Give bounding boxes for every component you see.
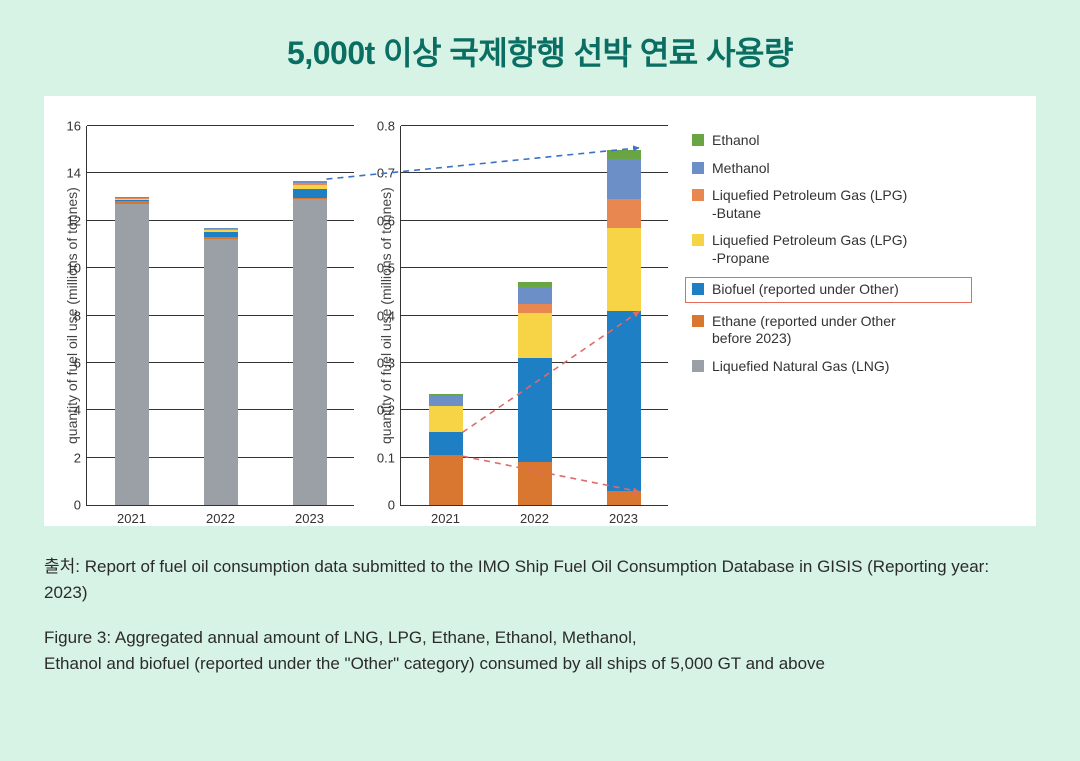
bar-segment-lng <box>204 239 238 505</box>
xtick-label: 2021 <box>117 511 146 526</box>
bar-column: 2023 <box>293 181 327 505</box>
bar-segment-lng <box>115 204 149 505</box>
ytick-label: 4 <box>74 403 87 418</box>
xtick-label: 2022 <box>520 511 549 526</box>
legend-item: Methanol <box>692 160 992 178</box>
legend-label: Liquefied Petroleum Gas (LPG)-Propane <box>712 232 907 267</box>
legend-swatch <box>692 360 704 372</box>
bar-segment-ethanol <box>607 150 641 159</box>
legend-item: Liquefied Natural Gas (LNG) <box>692 358 992 376</box>
chart-left: quantity of fuel oil use (millions of to… <box>64 126 354 506</box>
ytick-label: 6 <box>74 355 87 370</box>
ytick-label: 0.5 <box>377 261 401 276</box>
xtick-label: 2021 <box>431 511 460 526</box>
bar-segment-ethane <box>429 455 463 505</box>
ytick-label: 16 <box>67 119 87 134</box>
footer-text: 출처: Report of fuel oil consumption data … <box>44 554 1036 677</box>
legend-item: Ethane (reported under Otherbefore 2023) <box>692 313 992 348</box>
bar-segment-methanol <box>429 396 463 405</box>
bar-segment-lpg_pro <box>429 406 463 432</box>
bar-segment-lpg_but <box>607 199 641 227</box>
xtick-label: 2022 <box>206 511 235 526</box>
bars-container: 2021 2022 2023 <box>87 126 354 505</box>
figure-label: Figure 3: <box>44 628 111 647</box>
xtick-label: 2023 <box>609 511 638 526</box>
legend-label: Ethane (reported under Otherbefore 2023) <box>712 313 896 348</box>
legend-item: Liquefied Petroleum Gas (LPG)-Propane <box>692 232 992 267</box>
chart-right: quantity of fuel oil use (millions of to… <box>378 126 668 506</box>
figure-text: Aggregated annual amount of LNG, LPG, Et… <box>44 628 825 673</box>
chart-legend: Ethanol Methanol Liquefied Petroleum Gas (… <box>692 126 992 506</box>
source-label: 출처: <box>44 557 80 576</box>
ytick-label: 0.4 <box>377 308 401 323</box>
ytick-label: 0.1 <box>377 450 401 465</box>
legend-swatch <box>692 189 704 201</box>
bar-segment-ethane <box>607 491 641 505</box>
bars-container: 2021 2022 2023 <box>401 126 668 505</box>
bar-column: 2021 <box>429 394 463 505</box>
bar-segment-lpg_but <box>518 304 552 313</box>
ytick-label: 14 <box>67 166 87 181</box>
xtick-label: 2023 <box>295 511 324 526</box>
legend-label: Ethanol <box>712 132 759 150</box>
legend-item: Ethanol <box>692 132 992 150</box>
source-text: Report of fuel oil consumption data subm… <box>44 557 989 602</box>
ytick-label: 0.8 <box>377 119 401 134</box>
bar-segment-methanol <box>518 287 552 304</box>
chart-card: quantity of fuel oil use (millions of to… <box>44 96 1036 526</box>
ytick-label: 12 <box>67 213 87 228</box>
legend-swatch <box>692 134 704 146</box>
legend-item: Liquefied Petroleum Gas (LPG)-Butane <box>692 187 992 222</box>
legend-label: Methanol <box>712 160 770 178</box>
bar-column: 2022 <box>204 228 238 505</box>
ytick-label: 0.7 <box>377 166 401 181</box>
legend-swatch <box>692 234 704 246</box>
page-title: 5,000t 이상 국제항행 선박 연료 사용량 <box>44 28 1036 74</box>
bar-segment-methanol <box>607 159 641 199</box>
bar-segment-biofuel <box>293 189 327 198</box>
ytick-label: 0.2 <box>377 403 401 418</box>
bar-segment-biofuel <box>429 432 463 456</box>
legend-label: Liquefied Petroleum Gas (LPG)-Butane <box>712 187 907 222</box>
legend-swatch <box>692 162 704 174</box>
bar-segment-lpg_pro <box>607 228 641 311</box>
legend-label: Biofuel (reported under Other) <box>712 281 899 299</box>
legend-swatch <box>692 283 704 295</box>
bar-segment-lpg_pro <box>518 313 552 358</box>
ytick-label: 0 <box>74 498 87 513</box>
bar-column: 2021 <box>115 197 149 505</box>
bar-column: 2023 <box>607 150 641 505</box>
ytick-label: 0 <box>388 498 401 513</box>
bar-segment-biofuel <box>607 311 641 491</box>
ytick-label: 2 <box>74 450 87 465</box>
bar-segment-ethane <box>518 462 552 505</box>
bar-segment-biofuel <box>518 358 552 462</box>
bar-column: 2022 <box>518 282 552 505</box>
legend-label: Liquefied Natural Gas (LNG) <box>712 358 889 376</box>
ytick-label: 0.3 <box>377 355 401 370</box>
ytick-label: 0.6 <box>377 213 401 228</box>
legend-swatch <box>692 315 704 327</box>
legend-item: Biofuel (reported under Other) <box>685 277 972 303</box>
bar-segment-lng <box>293 199 327 505</box>
ytick-label: 10 <box>67 261 87 276</box>
ytick-label: 8 <box>74 308 87 323</box>
